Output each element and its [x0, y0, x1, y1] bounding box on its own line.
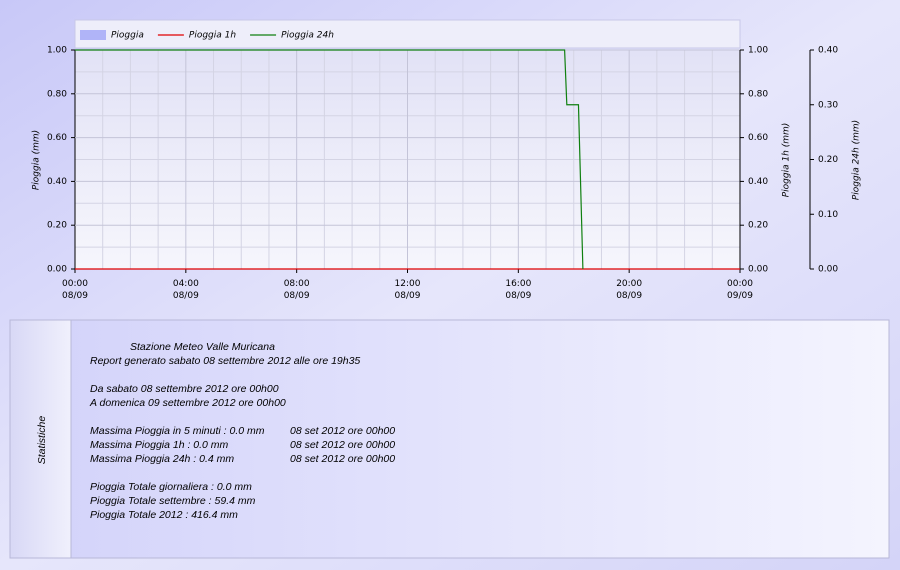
- maximum-date: 08 set 2012 ore 00h00: [290, 439, 395, 451]
- stats-side: [9, 319, 72, 559]
- y-tick-label: 0.20: [818, 155, 838, 165]
- stats-label: Statistiche: [36, 416, 48, 465]
- maximum: Massima Pioggia 24h : 0.4 mm: [90, 453, 234, 465]
- y-axis-title: Pioggia (mm): [32, 130, 42, 190]
- total: Pioggia Totale settembre : 59.4 mm: [90, 495, 256, 507]
- line: [75, 49, 584, 270]
- y-tick-label: 0.60: [748, 133, 768, 143]
- total: Pioggia Totale giornaliera : 0.0 mm: [90, 481, 252, 493]
- plot: 00:00 08/09 04:00 08/09 08:00 08/09 12:00 08/09…: [47, 30, 838, 301]
- y-tick-label: 0.40: [818, 46, 838, 56]
- y-tick-label: 0.20: [47, 221, 67, 231]
- y-tick-label: 0.40: [748, 177, 768, 187]
- y-tick-label: 0.80: [47, 89, 67, 99]
- legend-label: Pioggia 1h: [189, 31, 236, 41]
- y-tick-label: 1.00: [47, 46, 67, 56]
- stats-panel: [9, 319, 890, 559]
- x-tick-label: 00:00 08/09: [62, 279, 88, 301]
- station: Stazione Meteo Valle Muricana: [130, 341, 275, 353]
- legend-box: [74, 19, 741, 49]
- y-tick-label: 0.10: [818, 210, 838, 220]
- y-tick-label: 0.30: [818, 100, 838, 110]
- x-tick-label: 00:00 09/09: [727, 279, 753, 301]
- x-tick-label: 20:00 08/09: [616, 279, 642, 301]
- maximum-date: 08 set 2012 ore 00h00: [290, 453, 395, 465]
- y-tick-label: 0.80: [748, 89, 768, 99]
- period: A domenica 09 settembre 2012 ore 00h00: [89, 397, 286, 409]
- maximum-date: 08 set 2012 ore 00h00: [290, 425, 395, 437]
- x-tick-label: 16:00 08/09: [505, 279, 531, 301]
- period: Da sabato 08 settembre 2012 ore 00h00: [90, 383, 279, 395]
- y2-axis-title: Pioggia 1h (mm): [782, 123, 792, 198]
- y3-axis-title: Pioggia 24h (mm): [852, 120, 862, 200]
- y-tick-label: 0.00: [748, 265, 768, 275]
- legend-swatch: [80, 30, 106, 40]
- y-tick-label: 0.40: [47, 177, 67, 187]
- x-tick-label: 08:00 08/09: [284, 279, 310, 301]
- maximum: Massima Pioggia 1h : 0.0 mm: [90, 439, 229, 451]
- y-tick-label: 0.00: [818, 265, 838, 275]
- maximum: Massima Pioggia in 5 minuti : 0.0 mm: [90, 425, 265, 437]
- y-tick-label: 0.00: [47, 265, 67, 275]
- total: Pioggia Totale 2012 : 416.4 mm: [90, 509, 238, 521]
- report: Report generato sabato 08 settembre 2012…: [90, 355, 360, 367]
- legend-label: Pioggia 24h: [281, 31, 334, 41]
- x-tick-label: 12:00 08/09: [395, 279, 421, 301]
- y-tick-label: 1.00: [748, 46, 768, 56]
- y-tick-label: 0.20: [748, 221, 768, 231]
- legend-label: Pioggia: [111, 31, 144, 41]
- y-tick-label: 0.60: [47, 133, 67, 143]
- x-tick-label: 04:00 08/09: [173, 279, 199, 301]
